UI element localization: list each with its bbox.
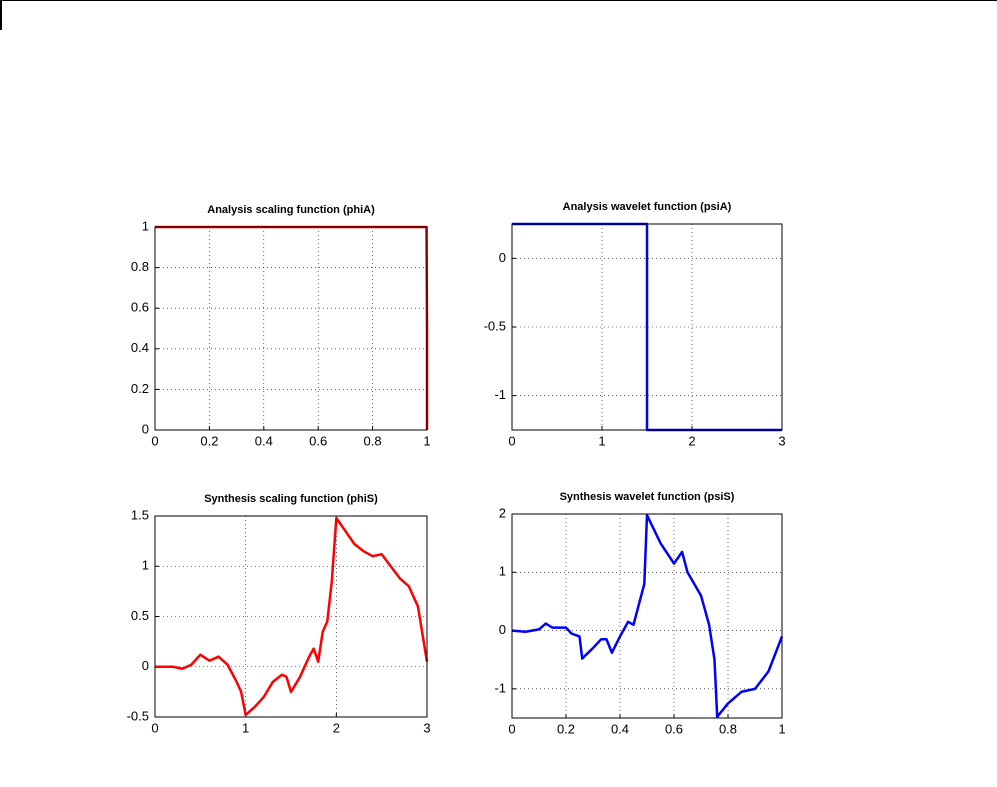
axes-background: [512, 514, 782, 718]
x-tick-label: 0.4: [255, 433, 273, 448]
y-tick-label: -0.5: [484, 318, 506, 333]
y-tick-label: -1: [494, 387, 506, 402]
x-tick-label: 1: [242, 720, 249, 735]
x-tick-label: 3: [423, 720, 430, 735]
x-tick-label: 3: [778, 433, 785, 448]
subplot: 0 1 2 3 -1 -0.5 0 Analysis wavelet function (ps…: [484, 201, 786, 449]
y-tick-label: 0: [142, 658, 149, 673]
axes-box: [511, 223, 783, 431]
y-tick-label: 0.6: [131, 300, 149, 315]
y-tick-label: 1: [142, 218, 149, 233]
axes-box: [154, 226, 428, 431]
x-tick-label: 0: [151, 433, 158, 448]
data-line: [155, 516, 429, 717]
subplot: 0 0.2 0.4 0.6 0.8 1 0 0.2 0.4 0.6 0.8 1 Analysis sca…: [131, 204, 431, 449]
y-tick-label: 1.5: [131, 507, 149, 522]
chart-title: Analysis scaling function (phiA): [207, 204, 375, 216]
y-tick-label: 0: [142, 421, 149, 436]
x-tick-label: 0: [151, 720, 158, 735]
y-tick-label: 1: [499, 564, 506, 579]
x-tick-label: 1: [423, 433, 430, 448]
y-tick-label: 0.4: [131, 340, 149, 355]
data-line: [511, 513, 784, 719]
x-tick-label: 0.8: [364, 433, 382, 448]
x-tick-label: 0: [508, 721, 515, 736]
y-tick-label: 0.2: [131, 381, 149, 396]
axes-box: [154, 515, 428, 718]
chart-title: Analysis wavelet function (psiA): [563, 201, 732, 213]
y-tick-label: -0.5: [127, 708, 149, 723]
x-tick-label: 1: [598, 433, 605, 448]
x-tick-label: 0: [508, 433, 515, 448]
x-tick-label: 0.6: [309, 433, 327, 448]
x-tick-label: 2: [688, 433, 695, 448]
axes-box: [511, 513, 783, 719]
x-tick-label: 0.4: [611, 721, 629, 736]
y-tick-label: 2: [499, 505, 506, 520]
x-tick-label: 1: [778, 721, 785, 736]
y-tick-label: 1: [142, 558, 149, 573]
subplot: 0 0.2 0.4 0.6 0.8 1 -1 0 1 2 Synthesis wavelet fun…: [494, 491, 785, 737]
x-tick-label: 0.2: [557, 721, 575, 736]
x-tick-label: 0.6: [665, 721, 683, 736]
x-tick-label: 0.2: [200, 433, 218, 448]
chart-title: Synthesis wavelet function (psiS): [560, 491, 735, 503]
chart-title: Synthesis scaling function (phiS): [204, 493, 378, 505]
axes-background: [155, 227, 427, 430]
x-tick-label: 0.8: [719, 721, 737, 736]
y-tick-label: -1: [494, 680, 506, 695]
y-tick-label: 0.5: [131, 608, 149, 623]
x-tick-label: 2: [333, 720, 340, 735]
y-tick-label: 0.8: [131, 259, 149, 274]
y-tick-label: 0: [499, 250, 506, 265]
y-tick-label: 0: [499, 622, 506, 637]
